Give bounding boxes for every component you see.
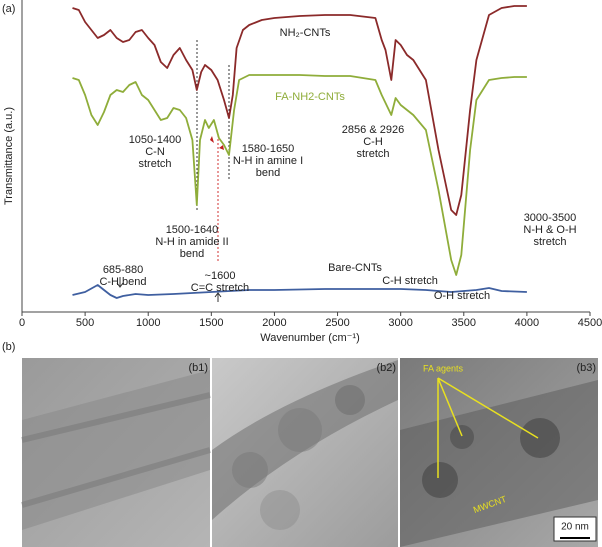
x-tick-label: 0 [19,317,25,329]
x-tick-label: 3500 [452,317,476,329]
image-label: (b1) [188,362,208,374]
annotation: bend [180,248,204,260]
annotation: C-H bend [99,276,146,288]
y-axis-label: Transmittance (a.u.) [3,107,15,205]
tem-image [21,358,211,547]
tem-image [212,358,398,547]
x-tick-label: 2000 [262,317,286,329]
annotation: 1580-1650 [242,143,295,155]
arrow [214,292,222,302]
annotation: ~1600 [205,270,236,282]
arrow [116,277,124,288]
annotation: C-H [363,136,383,148]
annotation: N-H & O-H [523,224,576,236]
image-label: (b2) [376,362,396,374]
x-tick-label: 4000 [515,317,539,329]
panel-label: (b) [2,341,15,353]
annotation: stretch [138,158,171,170]
series-label: Bare-CNTs [328,262,382,274]
annotation: stretch [356,148,389,160]
annotation: stretch [533,236,566,248]
scale-bar-label: 20 nm [561,522,589,533]
annotation: 1500-1640 [166,224,219,236]
annotation: bend [256,167,280,179]
series-label: NH₂-CNTs [280,27,331,39]
image-label: (b3) [576,362,596,374]
annotation: 2856 & 2926 [342,124,404,136]
x-tick-label: 4500 [578,317,602,329]
panel-label: (a) [2,3,15,15]
x-tick-label: 1000 [136,317,160,329]
series-line [72,284,527,299]
x-tick-label: 3000 [388,317,412,329]
annotation: N-H in amine I [233,155,303,167]
image-annotation: FA agents [423,363,464,373]
annotation: C=C stretch [191,282,249,294]
annotation: 3000-3500 [524,212,577,224]
x-tick-label: 500 [76,317,94,329]
tem-image [400,358,598,547]
x-tick-label: 1500 [199,317,223,329]
series-line [72,74,527,276]
series-line [72,5,527,216]
x-axis-label: Wavenumber (cm⁻¹) [260,332,360,344]
annotation: 685-880 [103,264,143,276]
annotation: C-H stretch [382,275,438,287]
annotation: C-N [145,146,165,158]
annotation: 1050-1400 [129,134,182,146]
series-label: FA-NH2-CNTs [275,91,345,103]
annotation: N-H in amide II [155,236,228,248]
arrow [210,136,224,150]
annotation: O-H stretch [434,290,490,302]
x-tick-label: 2500 [325,317,349,329]
